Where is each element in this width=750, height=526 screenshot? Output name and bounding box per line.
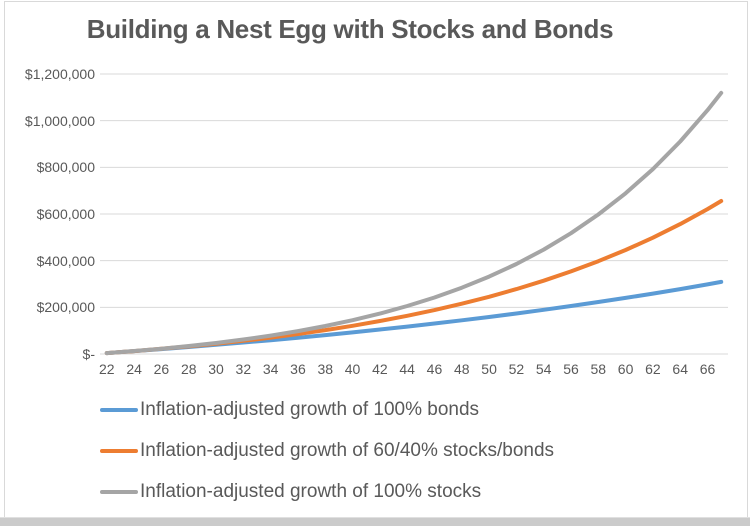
x-tick-label: 50 bbox=[481, 361, 497, 377]
y-tick-label: $200,000 bbox=[36, 299, 95, 316]
legend-label-balanced: Inflation-adjusted growth of 60/40% stoc… bbox=[140, 439, 555, 461]
x-tick-label: 62 bbox=[645, 361, 661, 377]
x-tick-label: 46 bbox=[426, 361, 443, 377]
x-tick-label: 44 bbox=[399, 361, 415, 377]
x-tick-label: 22 bbox=[99, 361, 115, 377]
legend-item-bonds: Inflation-adjusted growth of 100% bonds bbox=[100, 389, 554, 430]
x-tick-label: 24 bbox=[126, 361, 142, 377]
x-tick-label: 26 bbox=[153, 361, 170, 377]
bonds-line-swatch-icon bbox=[100, 407, 138, 412]
x-tick-label: 34 bbox=[262, 361, 279, 377]
balanced-line bbox=[104, 199, 724, 356]
x-tick-label: 66 bbox=[699, 361, 716, 377]
x-tick-label: 32 bbox=[235, 361, 252, 377]
y-tick-label: $400,000 bbox=[36, 252, 95, 269]
legend: Inflation-adjusted growth of 100% bonds … bbox=[100, 389, 554, 512]
y-tick-label: $600,000 bbox=[36, 206, 95, 222]
chart-title: Building a Nest Egg with Stocks and Bond… bbox=[86, 14, 614, 44]
legend-item-balanced: Inflation-adjusted growth of 60/40% stoc… bbox=[100, 430, 554, 471]
bonds-line bbox=[104, 279, 724, 356]
x-tick-label: 30 bbox=[208, 361, 224, 377]
x-tick-label: 60 bbox=[617, 361, 634, 377]
y-tick-label: $1,200,000 bbox=[24, 66, 95, 82]
chart-border bbox=[4, 1, 748, 518]
legend-label-bonds: Inflation-adjusted growth of 100% bonds bbox=[140, 398, 480, 420]
y-tick-label: $- bbox=[82, 346, 95, 362]
stocks-line-swatch-icon bbox=[100, 489, 138, 494]
legend-label-stocks: Inflation-adjusted growth of 100% stocks bbox=[140, 480, 482, 502]
x-tick-label: 48 bbox=[453, 361, 470, 377]
y-tick-label: $1,000,000 bbox=[24, 112, 95, 129]
x-tick-label: 40 bbox=[344, 361, 361, 377]
stocks-line bbox=[104, 90, 724, 356]
x-tick-label: 38 bbox=[317, 361, 334, 377]
x-tick-label: 56 bbox=[563, 361, 579, 377]
x-tick-label: 42 bbox=[372, 361, 388, 377]
x-tick-label: 52 bbox=[508, 361, 525, 377]
legend-item-stocks: Inflation-adjusted growth of 100% stocks bbox=[100, 471, 554, 512]
x-tick-label: 36 bbox=[290, 361, 306, 377]
x-tick-label: 58 bbox=[590, 361, 607, 377]
y-tick-label: $800,000 bbox=[36, 159, 95, 176]
x-tick-label: 28 bbox=[180, 361, 197, 377]
balanced-line-swatch-icon bbox=[100, 448, 138, 453]
x-tick-label: 64 bbox=[672, 361, 688, 377]
x-tick-label: 54 bbox=[535, 361, 552, 377]
bottom-window-edge bbox=[0, 517, 750, 526]
